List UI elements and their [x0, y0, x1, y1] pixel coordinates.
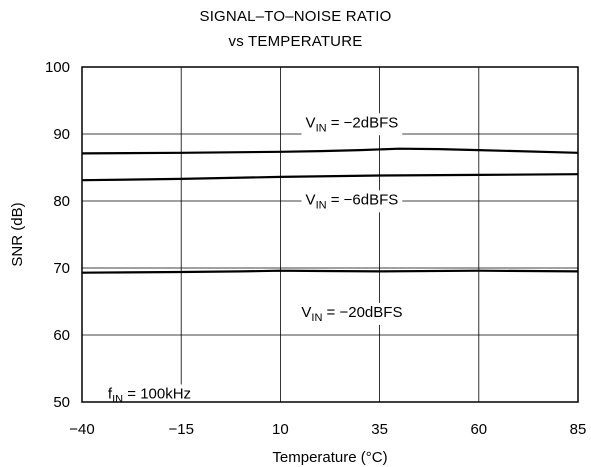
svg-text:VIN = −6dBFS: VIN = −6dBFS — [306, 191, 399, 211]
series-label-0: VIN = −2dBFS — [301, 113, 403, 136]
chart-subtitle: vs TEMPERATURE — [228, 33, 363, 50]
y-tick-label: 70 — [53, 260, 70, 277]
y-tick-label: 80 — [53, 193, 70, 210]
tick-labels: −40 −15 10 35 60 85 50 60 70 80 90 100 — [45, 59, 586, 438]
y-tick-label: 50 — [53, 394, 70, 411]
x-tick-label: −40 — [69, 421, 94, 438]
y-tick-label: 100 — [45, 59, 70, 76]
plot-frame — [81, 66, 579, 403]
y-axis-label: SNR (dB) — [9, 202, 26, 266]
x-axis-label: Temperature (°C) — [272, 449, 387, 466]
series-line-2 — [81, 269, 579, 274]
svg-text:fIN = 100kHz: fIN = 100kHz — [108, 386, 191, 406]
series-lines — [81, 147, 579, 274]
x-tick-label: −15 — [168, 421, 193, 438]
y-tick-label: 90 — [53, 126, 70, 143]
svg-text:VIN = −2dBFS: VIN = −2dBFS — [306, 114, 399, 134]
x-tick-label: 85 — [570, 421, 587, 438]
chart-title: SIGNAL–TO–NOISE RATIO — [199, 8, 392, 25]
fin-annotation: fIN = 100kHz — [103, 384, 196, 407]
x-tick-label: 35 — [371, 421, 388, 438]
svg-text:VIN = −20dBFS: VIN = −20dBFS — [301, 304, 402, 324]
series-line-0 — [81, 147, 579, 155]
x-tick-label: 60 — [470, 421, 487, 438]
x-tick-label: 10 — [272, 421, 289, 438]
series-labels: VIN = −2dBFS VIN = −6dBFS VIN = −20dBFS fIN… — [103, 113, 407, 407]
y-tick-label: 60 — [53, 327, 70, 344]
series-line-1 — [81, 173, 579, 182]
series-label-1: VIN = −6dBFS — [301, 190, 403, 213]
series-label-2: VIN = −20dBFS — [297, 302, 407, 325]
